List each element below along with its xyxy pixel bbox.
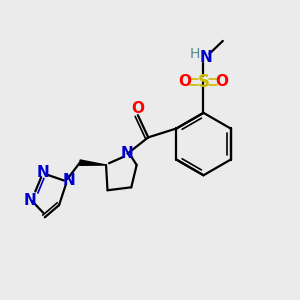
Text: N: N — [200, 50, 212, 65]
Text: O: O — [215, 74, 228, 89]
Text: N: N — [121, 146, 134, 161]
Text: O: O — [131, 101, 144, 116]
Text: O: O — [178, 74, 192, 89]
Polygon shape — [80, 160, 106, 165]
Text: N: N — [24, 193, 36, 208]
Text: S: S — [197, 73, 209, 91]
Text: H: H — [189, 47, 200, 61]
Text: N: N — [62, 173, 75, 188]
Text: N: N — [36, 165, 49, 180]
